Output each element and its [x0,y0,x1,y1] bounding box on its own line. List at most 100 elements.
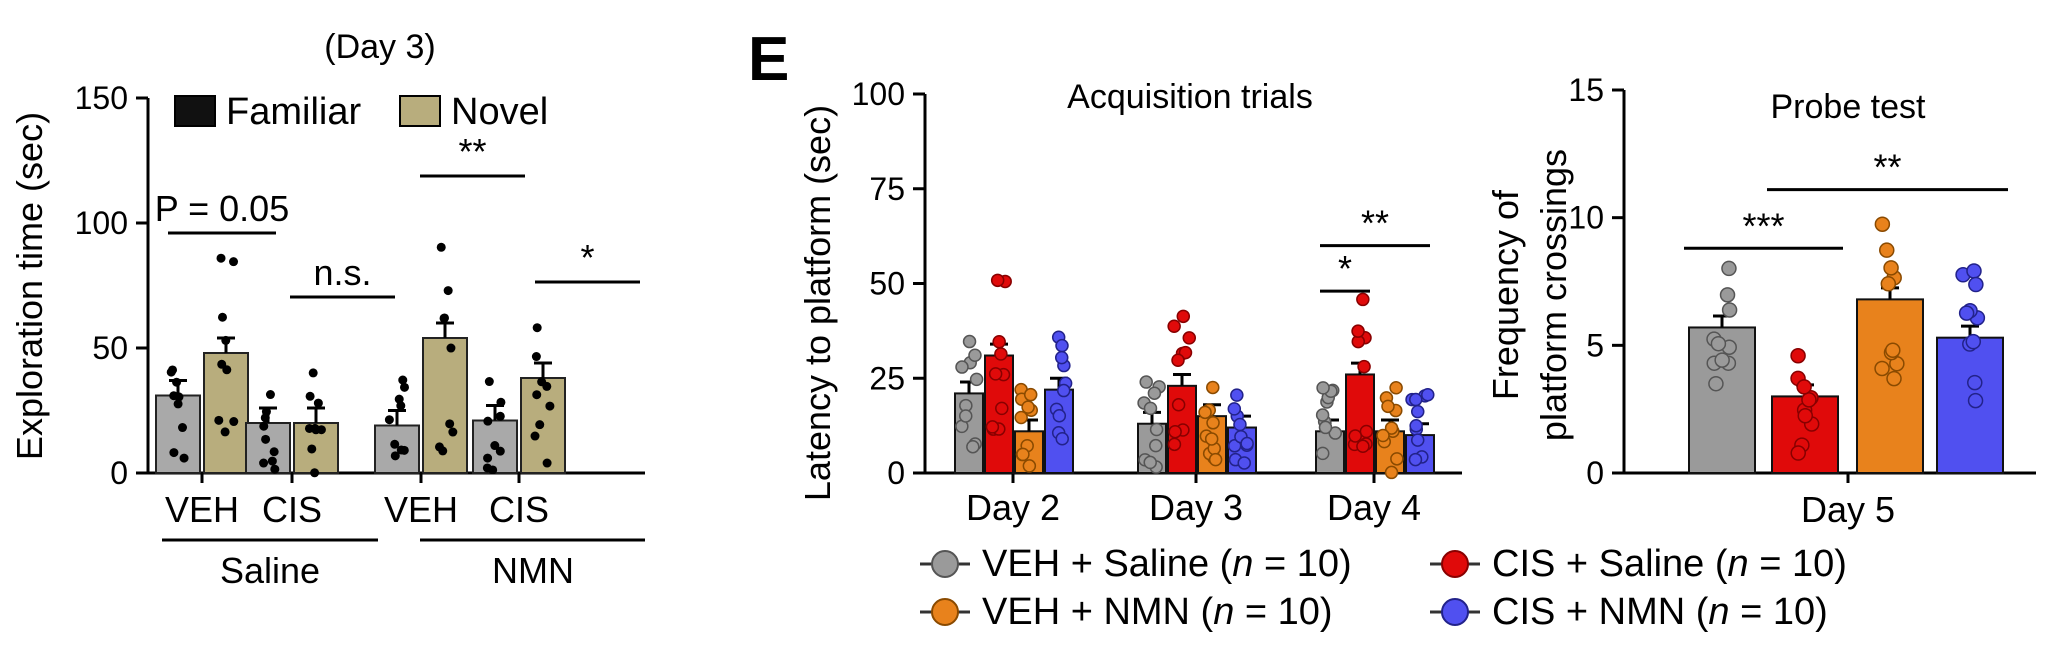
data-point [1874,216,1891,232]
data-point [1054,350,1069,365]
y-tick-label: 75 [869,171,905,207]
data-point [1790,348,1806,364]
data-point [1022,459,1037,473]
data-point [962,334,977,349]
data-point [217,359,227,369]
y-tick-label: 0 [110,455,128,491]
data-point [531,352,541,362]
data-point [310,423,320,433]
data-point [1710,335,1727,352]
data-point [990,273,1005,288]
data-point [490,441,500,451]
chart-title: (Day 3) [324,28,435,66]
legend-label: Familiar [226,91,361,133]
data-point [985,420,1000,434]
data-point [446,343,456,353]
legend-label-prefix: VEH + Saline ( [982,543,1233,585]
data-point [995,401,1009,416]
data-point [1149,422,1164,437]
data-point [1381,399,1395,414]
significance-label: ** [1873,147,1901,188]
data-point [1376,428,1390,443]
bar [1856,298,1924,474]
y-axis-label: Exploration time (sec) [9,112,50,460]
data-point [955,360,969,374]
legend-label-suffix: = 10) [1749,543,1847,585]
x-tick-label: CIS [489,489,549,530]
data-point [1315,446,1330,461]
significance-label: * [580,237,594,278]
data-point [445,419,455,429]
data-point [532,323,542,333]
group-label: NMN [492,550,574,591]
data-point [1389,381,1403,395]
y-tick-label: 100 [75,205,128,241]
legend-label: VEH + NMN (n = 10) [982,591,1333,633]
data-point [229,417,239,427]
legend-label-suffix: = 10) [1730,591,1828,633]
y-tick-label: 50 [869,266,905,302]
data-point [495,446,505,456]
data-point [1206,380,1220,395]
data-point [1233,417,1247,432]
data-point [1230,388,1244,402]
data-point [1167,319,1181,334]
legend-label-n: n [1213,591,1234,633]
data-point [483,416,493,426]
data-point [1359,424,1374,439]
data-point [1966,263,1982,279]
group-legend: VEH + Saline (n = 10) CIS + Saline (n = 1… [920,543,1847,633]
data-point [992,335,1006,349]
data-point [1384,465,1399,480]
data-point [261,434,271,444]
data-point [1796,379,1812,395]
data-point [1171,353,1185,368]
x-tick-label: CIS [262,489,322,530]
data-point [259,458,269,468]
data-point [484,377,494,387]
legend-marker [931,550,959,578]
legend-label: CIS + Saline (n = 10) [1492,543,1847,585]
y-axis-label-line1: Frequency of [1485,189,1526,400]
data-point [1409,419,1423,433]
data-point [1014,410,1028,425]
data-point [1409,392,1423,407]
data-point [390,451,400,461]
data-point [1967,392,1984,409]
data-point [443,286,453,296]
panel-label: E [748,25,789,94]
x-tick-label: Day 5 [1801,489,1895,530]
data-point [216,253,226,263]
data-point [535,420,545,430]
data-point [1016,447,1030,462]
data-point [1797,407,1814,424]
data-point [1886,370,1902,387]
data-point [214,415,224,425]
significance-label: *** [1742,205,1784,246]
data-point [1171,398,1186,412]
data-point [1357,359,1371,374]
legend-label-suffix: = 10) [1234,591,1332,633]
bar [1345,373,1375,474]
legend-label: Novel [451,91,548,133]
data-point [169,448,179,458]
data-point [1421,388,1435,402]
data-point [265,390,275,400]
data-point [1410,433,1425,447]
data-point [496,397,506,407]
data-point [1055,431,1069,446]
data-point [1714,352,1730,368]
legend-swatch-familiar [174,95,216,127]
data-point [1408,452,1423,467]
data-point [173,399,183,409]
data-point [1315,408,1330,422]
y-axis-label-line2: platform crossings [1533,149,1574,441]
legend-label: VEH + Saline (n = 10) [982,543,1352,585]
legend-label-prefix: VEH + NMN ( [982,591,1214,633]
data-point [267,456,277,466]
data-point [968,348,982,363]
data-point [1198,405,1212,420]
data-point [178,423,188,433]
data-point [1316,381,1330,395]
data-point [1801,392,1817,408]
